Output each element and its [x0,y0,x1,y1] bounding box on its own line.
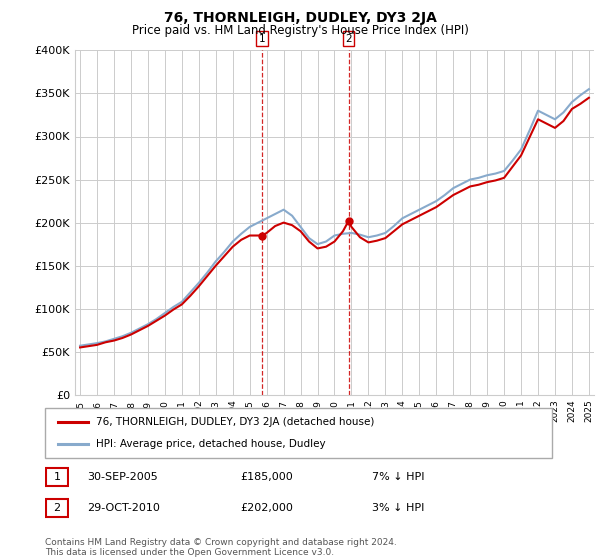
Text: 76, THORNLEIGH, DUDLEY, DY3 2JA: 76, THORNLEIGH, DUDLEY, DY3 2JA [164,11,436,25]
Text: HPI: Average price, detached house, Dudley: HPI: Average price, detached house, Dudl… [96,439,325,449]
Text: 2: 2 [53,503,61,513]
Text: £185,000: £185,000 [240,472,293,482]
FancyBboxPatch shape [46,498,68,517]
Text: 76, THORNLEIGH, DUDLEY, DY3 2JA (detached house): 76, THORNLEIGH, DUDLEY, DY3 2JA (detache… [96,417,374,427]
Text: Price paid vs. HM Land Registry's House Price Index (HPI): Price paid vs. HM Land Registry's House … [131,24,469,36]
Text: 3% ↓ HPI: 3% ↓ HPI [372,503,424,513]
Text: 30-SEP-2005: 30-SEP-2005 [87,472,158,482]
Text: 1: 1 [259,34,266,44]
Text: 29-OCT-2010: 29-OCT-2010 [87,503,160,513]
Text: £202,000: £202,000 [240,503,293,513]
Text: Contains HM Land Registry data © Crown copyright and database right 2024.
This d: Contains HM Land Registry data © Crown c… [45,538,397,557]
Text: 2: 2 [345,34,352,44]
Text: 7% ↓ HPI: 7% ↓ HPI [372,472,425,482]
Text: 1: 1 [53,472,61,482]
FancyBboxPatch shape [45,408,552,458]
FancyBboxPatch shape [46,468,68,487]
